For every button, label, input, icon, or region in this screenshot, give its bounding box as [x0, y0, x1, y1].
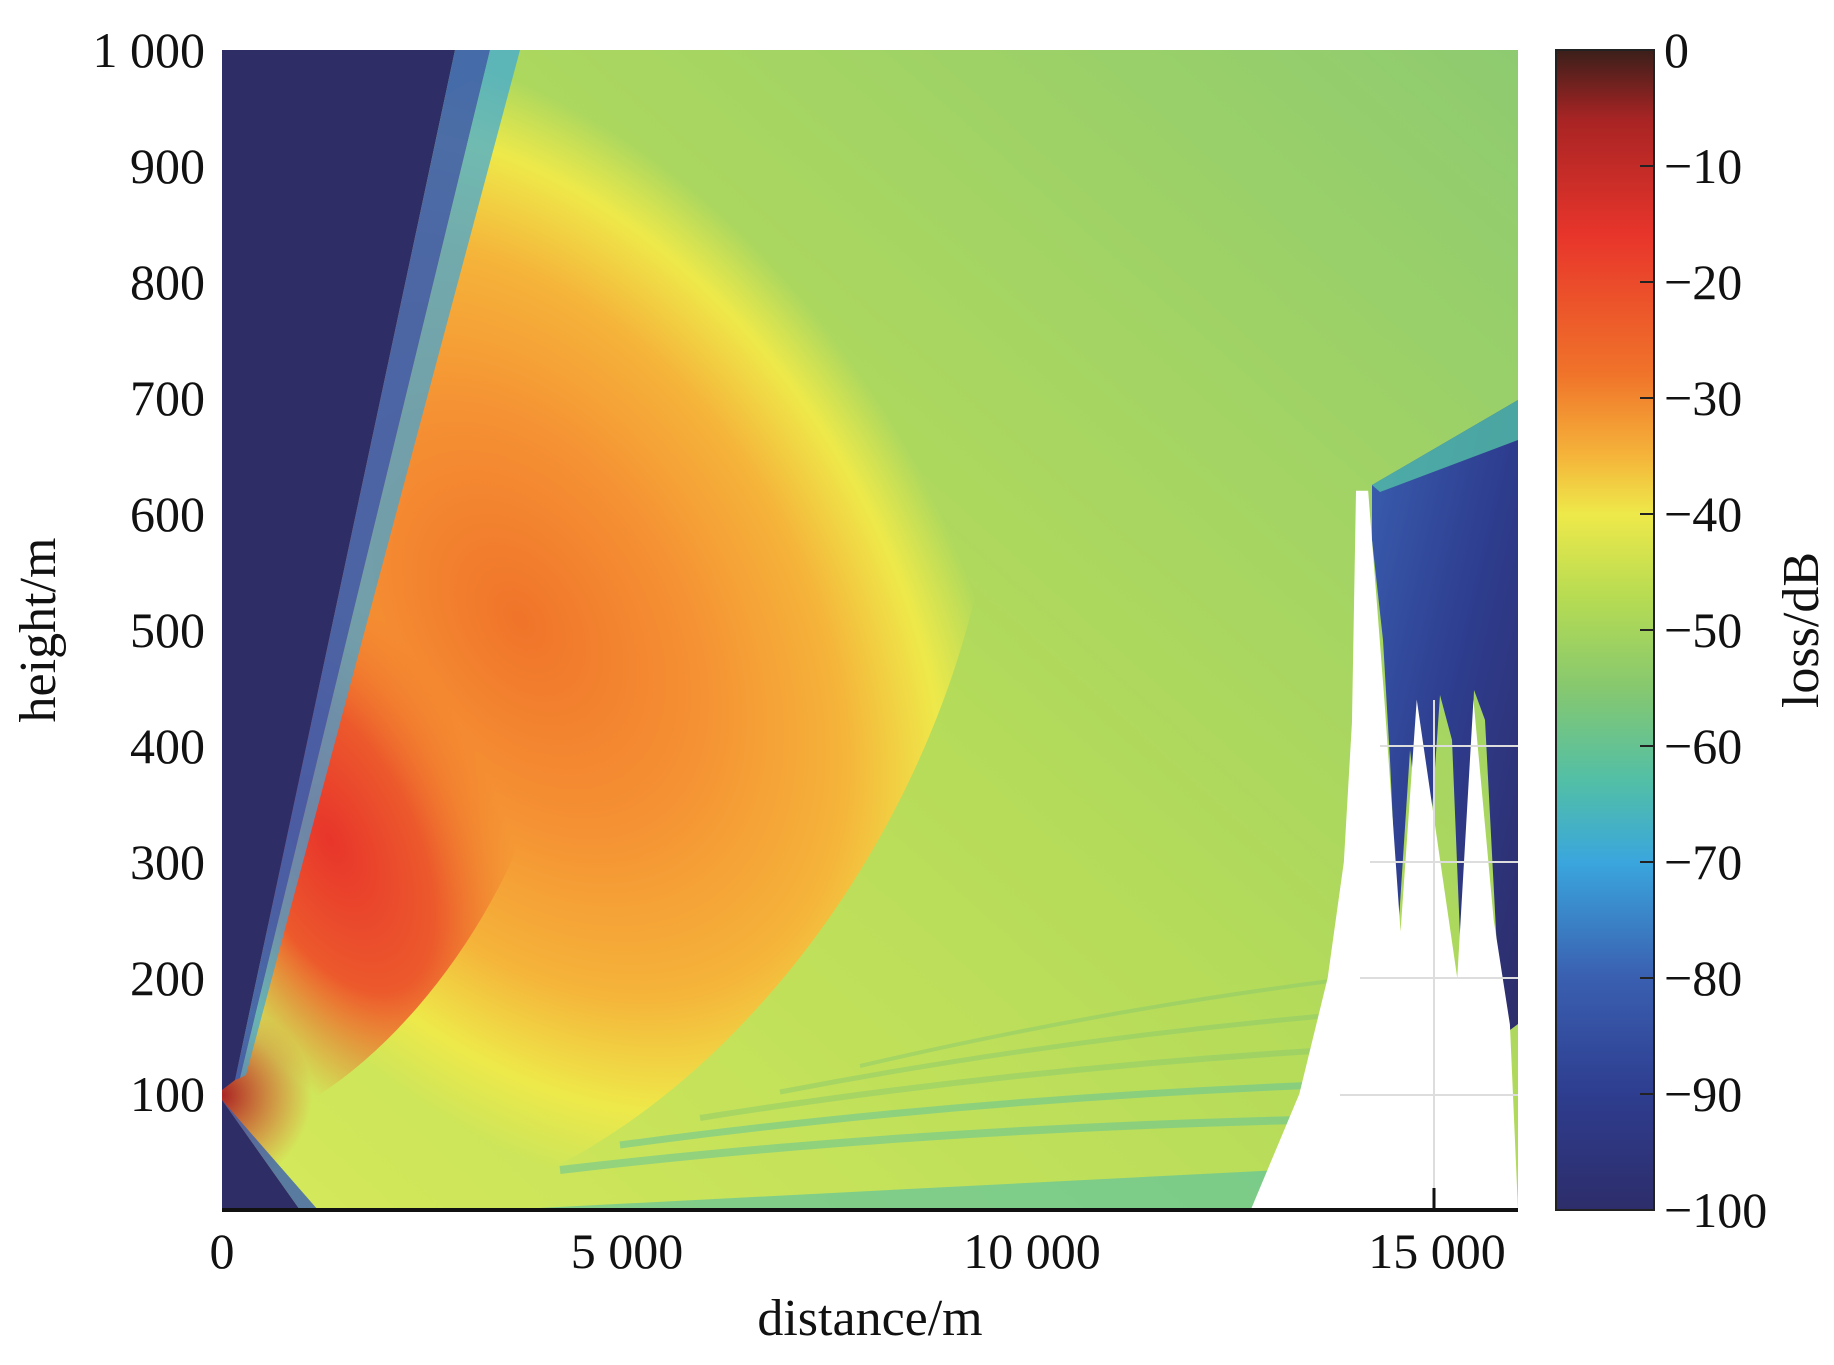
y-axis-title: height/m — [10, 538, 67, 723]
y-ticks: 100 200 300 400 500 600 700 800 900 1 000 — [93, 22, 206, 1122]
x-tick-label: 5 000 — [571, 1223, 684, 1279]
y-tick-label: 500 — [130, 602, 205, 658]
lower-shadow-edge — [222, 1100, 318, 1210]
colorbar-tick-label: −80 — [1664, 950, 1742, 1006]
y-tick-label: 600 — [130, 486, 205, 542]
colorbar-tick-label: −90 — [1664, 1066, 1742, 1122]
y-tick-label: 300 — [130, 834, 205, 890]
x-tick-label: 10 000 — [963, 1223, 1101, 1279]
colorbar-title: loss/dB — [1773, 552, 1830, 708]
x-tick-label: 0 — [210, 1223, 235, 1279]
colorbar-tick-label: −20 — [1664, 254, 1742, 310]
colorbar-tick-label: −40 — [1664, 486, 1742, 542]
terrain-grid — [1340, 700, 1518, 1210]
upper-shadow-edge — [235, 50, 490, 1080]
main-lobe-core — [222, 546, 557, 1134]
ground-band — [500, 1170, 1280, 1210]
y-tick-label: 1 000 — [93, 22, 206, 78]
ridge-shadow-edge — [1372, 400, 1518, 492]
colorbar-tick-label: 0 — [1664, 22, 1689, 78]
colorbar-tick-label: −70 — [1664, 834, 1742, 890]
terrain — [1250, 490, 1518, 1210]
upper-shadow-fringe — [240, 50, 520, 1078]
x-axis-title: distance/m — [757, 1290, 982, 1347]
colorbar-tick-label: −10 — [1664, 138, 1742, 194]
ground-fringes — [559, 978, 1339, 1174]
colorbar-tick-label: −50 — [1664, 602, 1742, 658]
y-tick-label: 800 — [130, 254, 205, 310]
y-tick-label: 100 — [130, 1066, 205, 1122]
colorbar — [1555, 49, 1655, 1211]
y-tick-label: 900 — [130, 138, 205, 194]
upper-shadow-zone — [222, 50, 455, 1090]
y-tick-label: 200 — [130, 950, 205, 1006]
colorbar-tick-label: −100 — [1664, 1182, 1767, 1238]
y-tick-label: 700 — [130, 370, 205, 426]
plot-area — [222, 50, 1518, 1210]
x-ticks: 0 5 000 10 000 15 000 — [210, 1223, 1506, 1279]
colorbar-ticks: 0 −10 −20 −30 −40 −50 −60 −70 −80 −90 −100 — [1640, 22, 1767, 1238]
ridge-shadow-zone — [1372, 400, 1518, 1030]
x-tick-label: 15 000 — [1368, 1223, 1506, 1279]
colorbar-tick-label: −60 — [1664, 718, 1742, 774]
y-tick-label: 400 — [130, 718, 205, 774]
colorbar-tick-label: −30 — [1664, 370, 1742, 426]
